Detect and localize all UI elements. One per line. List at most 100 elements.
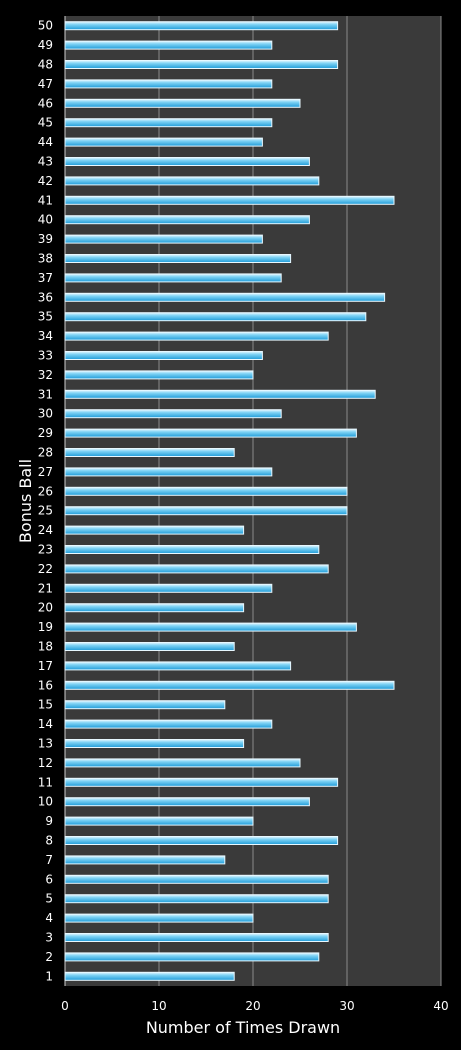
y-tick-label: 15 (38, 698, 53, 712)
y-tick-label: 2 (45, 950, 53, 964)
y-tick-label: 36 (38, 290, 53, 304)
y-tick-label: 11 (38, 775, 53, 789)
bar-40 (64, 215, 310, 225)
y-tick-label: 49 (38, 38, 53, 52)
bar-48 (64, 60, 339, 69)
x-tick-label: 10 (151, 999, 166, 1013)
y-axis-title: Bonus Ball (16, 459, 35, 543)
bar-49 (64, 40, 273, 50)
y-tick-label: 24 (38, 523, 53, 537)
y-tick-label: 3 (45, 931, 53, 945)
bar-30 (64, 409, 282, 419)
bar-33 (64, 351, 263, 360)
bar-17 (64, 661, 292, 671)
bar-7 (64, 855, 226, 865)
y-tick-label: 32 (38, 368, 53, 382)
bar-26 (64, 486, 348, 496)
y-tick-label: 20 (38, 601, 53, 615)
bar-4 (64, 913, 254, 923)
bar-38 (64, 254, 292, 263)
y-tick-label: 23 (38, 543, 53, 557)
y-tick-label: 22 (38, 562, 53, 576)
bar-46 (64, 98, 301, 108)
y-tick-label: 12 (38, 756, 53, 770)
bar-16 (64, 680, 395, 690)
y-tick-label: 17 (38, 659, 53, 673)
y-tick-label: 33 (38, 349, 53, 363)
y-tick-label: 46 (38, 96, 53, 110)
bar-24 (64, 525, 245, 535)
y-tick-label: 19 (38, 620, 53, 634)
y-tick-label: 41 (38, 193, 53, 207)
bar-36 (64, 292, 386, 302)
bar-14 (64, 719, 273, 729)
y-tick-labels: 1234567891011121314151617181920212223242… (38, 19, 53, 984)
x-tick-label: 20 (245, 999, 260, 1013)
y-tick-label: 43 (38, 155, 53, 169)
y-tick-label: 4 (45, 911, 53, 925)
y-tick-label: 47 (38, 77, 53, 91)
bar-21 (64, 583, 273, 593)
bar-50 (64, 21, 339, 31)
bar-39 (64, 234, 263, 244)
bar-32 (64, 370, 254, 380)
bar-44 (64, 137, 263, 147)
y-tick-label: 40 (38, 213, 53, 227)
x-tick-label: 40 (433, 999, 448, 1013)
x-tick-label: 30 (339, 999, 354, 1013)
bar-8 (64, 836, 339, 845)
bar-37 (64, 273, 282, 283)
bar-35 (64, 312, 367, 322)
bar-34 (64, 331, 329, 341)
bar-10 (64, 797, 310, 807)
bar-47 (64, 79, 273, 89)
bar-28 (64, 448, 235, 457)
y-tick-label: 44 (38, 135, 53, 149)
bar-20 (64, 603, 245, 613)
y-tick-label: 9 (45, 814, 53, 828)
y-tick-label: 25 (38, 504, 53, 518)
bar-1 (64, 971, 235, 981)
y-tick-label: 45 (38, 116, 53, 130)
y-tick-label: 5 (45, 892, 53, 906)
bar-45 (64, 118, 273, 128)
y-tick-label: 6 (45, 872, 53, 886)
y-tick-label: 34 (38, 329, 53, 343)
bar-41 (64, 195, 395, 205)
y-tick-label: 10 (38, 795, 53, 809)
y-tick-label: 18 (38, 640, 53, 654)
bar-2 (64, 952, 320, 962)
bar-9 (64, 816, 254, 826)
y-tick-label: 39 (38, 232, 53, 246)
y-tick-label: 29 (38, 426, 53, 440)
bar-18 (64, 642, 235, 651)
y-tick-label: 16 (38, 678, 53, 692)
bar-25 (64, 506, 348, 516)
bar-6 (64, 874, 329, 884)
bar-15 (64, 700, 226, 710)
bar-27 (64, 467, 273, 477)
bar-43 (64, 157, 310, 166)
y-tick-label: 8 (45, 834, 53, 848)
bar-42 (64, 176, 320, 186)
bar-12 (64, 758, 301, 768)
y-tick-label: 48 (38, 58, 53, 72)
bar-19 (64, 622, 357, 632)
y-tick-label: 1 (45, 969, 53, 983)
y-tick-label: 28 (38, 446, 53, 460)
bar-5 (64, 894, 329, 904)
bar-29 (64, 428, 357, 438)
bar-3 (64, 933, 329, 942)
y-tick-label: 26 (38, 484, 53, 498)
bar-31 (64, 389, 376, 399)
y-tick-label: 13 (38, 737, 53, 751)
y-tick-label: 37 (38, 271, 53, 285)
y-tick-label: 21 (38, 581, 53, 595)
y-tick-label: 38 (38, 252, 53, 266)
x-tick-label: 0 (61, 999, 69, 1013)
bar-11 (64, 777, 339, 787)
y-tick-label: 30 (38, 407, 53, 421)
y-tick-label: 50 (38, 19, 53, 33)
y-tick-label: 31 (38, 387, 53, 401)
y-tick-label: 7 (45, 853, 53, 867)
